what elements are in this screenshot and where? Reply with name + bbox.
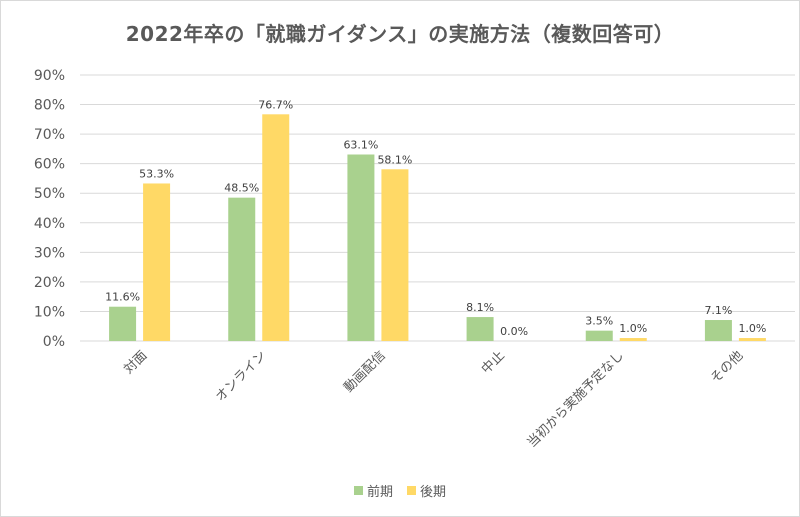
legend-label-kouki: 後期	[420, 485, 447, 500]
y-tick-label: 20%	[34, 275, 65, 291]
data-label: 0.0%	[500, 325, 528, 338]
legend: 前期 後期	[0, 481, 800, 500]
x-tick-label: 当初から実施予定なし	[524, 348, 627, 451]
bar-zenki	[109, 306, 137, 341]
data-label: 7.1%	[704, 304, 732, 317]
data-label: 8.1%	[466, 301, 494, 314]
x-tick-label: その他	[708, 348, 746, 386]
data-label: 48.5%	[224, 182, 259, 195]
bar-kouki	[619, 338, 647, 341]
bar-kouki	[738, 338, 766, 341]
chart-title: 2022年卒の「就職ガイダンス」の実施方法（複数回答可）	[125, 22, 675, 46]
bar-kouki	[143, 183, 171, 341]
bar-zenki	[228, 197, 256, 341]
y-tick-label: 10%	[34, 304, 65, 320]
x-tick-label: 中止	[479, 348, 508, 377]
data-label: 1.0%	[738, 322, 766, 335]
y-tick-label: 30%	[34, 245, 65, 261]
x-tick-label: 動画配信	[341, 348, 388, 395]
x-tick-label: 対面	[121, 348, 150, 377]
bar-kouki	[381, 169, 409, 341]
y-tick-label: 0%	[43, 334, 65, 350]
data-label: 3.5%	[585, 315, 613, 328]
bar-kouki	[262, 114, 290, 341]
bar-zenki	[347, 154, 375, 341]
y-tick-label: 70%	[34, 127, 65, 143]
data-label: 1.0%	[619, 322, 647, 335]
legend-item-kouki: 後期	[407, 481, 446, 500]
bar-zenki	[585, 330, 613, 341]
y-tick-label: 90%	[34, 68, 65, 84]
x-tick-label: オンライン	[213, 348, 270, 405]
y-tick-label: 80%	[34, 98, 65, 114]
y-tick-label: 50%	[34, 186, 65, 202]
legend-label-zenki: 前期	[366, 485, 393, 500]
legend-swatch-kouki	[407, 486, 416, 495]
bar-zenki	[466, 317, 494, 341]
y-tick-label: 60%	[34, 157, 65, 173]
bar-zenki	[704, 320, 732, 341]
data-label: 53.3%	[139, 167, 174, 180]
data-label: 76.7%	[258, 98, 293, 111]
legend-item-zenki: 前期	[353, 481, 393, 500]
legend-swatch-zenki	[353, 486, 363, 495]
data-label: 63.1%	[343, 139, 378, 152]
data-label: 11.6%	[105, 291, 140, 304]
y-tick-label: 40%	[34, 216, 65, 232]
data-label: 58.1%	[377, 153, 412, 166]
